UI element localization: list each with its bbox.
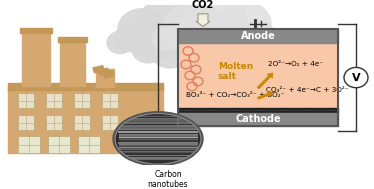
Text: Anode: Anode	[240, 31, 275, 41]
Text: Molten
salt: Molten salt	[218, 62, 253, 81]
Ellipse shape	[113, 112, 203, 166]
Bar	[46, 115, 62, 130]
Ellipse shape	[115, 113, 201, 164]
Circle shape	[132, 36, 164, 63]
Bar	[48, 136, 70, 153]
Bar	[98, 68, 109, 75]
Circle shape	[219, 2, 271, 46]
Bar	[18, 136, 40, 153]
Bar	[22, 31, 50, 86]
Bar	[74, 93, 90, 108]
Bar	[102, 93, 118, 108]
Circle shape	[163, 22, 207, 59]
Circle shape	[118, 9, 166, 49]
Circle shape	[152, 28, 178, 50]
Text: 2O²⁻→O₂ + 4e⁻: 2O²⁻→O₂ + 4e⁻	[268, 61, 323, 67]
Circle shape	[183, 22, 223, 56]
Bar	[58, 37, 87, 42]
Bar	[78, 136, 100, 153]
Circle shape	[138, 0, 202, 51]
Circle shape	[160, 20, 194, 48]
FancyArrow shape	[257, 91, 273, 99]
Bar	[20, 28, 52, 33]
Bar	[18, 115, 34, 130]
Text: BO₃³⁻ + CO₂→CO₃²⁻ + BO₂⁻: BO₃³⁻ + CO₂→CO₃²⁻ + BO₂⁻	[186, 92, 285, 98]
Bar	[178, 108, 338, 113]
Bar	[8, 83, 163, 90]
Text: CO2: CO2	[192, 0, 214, 10]
Bar	[178, 29, 338, 126]
Circle shape	[183, 0, 247, 48]
Circle shape	[239, 21, 275, 51]
Bar	[103, 71, 114, 78]
Text: V: V	[352, 73, 360, 83]
Circle shape	[344, 67, 368, 88]
Bar	[46, 93, 62, 108]
Bar	[178, 29, 338, 43]
Circle shape	[177, 32, 209, 59]
Circle shape	[194, 24, 230, 54]
Circle shape	[195, 31, 235, 64]
Circle shape	[163, 5, 211, 46]
Circle shape	[251, 32, 279, 56]
Circle shape	[107, 32, 133, 53]
Circle shape	[206, 36, 234, 59]
FancyArrow shape	[257, 73, 273, 89]
Circle shape	[150, 34, 190, 68]
Bar	[74, 115, 90, 130]
Circle shape	[220, 33, 254, 62]
Bar	[178, 113, 338, 126]
Circle shape	[174, 5, 226, 49]
Bar	[102, 115, 118, 130]
Bar	[8, 86, 163, 153]
Bar	[93, 66, 104, 73]
Circle shape	[208, 19, 252, 56]
Bar	[178, 43, 338, 113]
Circle shape	[138, 26, 178, 59]
Text: CO₃²⁻ + 4e⁻→C + 3O²⁻: CO₃²⁻ + 4e⁻→C + 3O²⁻	[266, 87, 349, 93]
Text: Carbon
nanotubes: Carbon nanotubes	[148, 170, 188, 189]
Circle shape	[115, 23, 149, 52]
Text: Cathode: Cathode	[235, 114, 281, 124]
Bar	[130, 136, 152, 153]
Bar	[18, 93, 34, 108]
Bar	[96, 69, 114, 87]
FancyArrow shape	[196, 14, 210, 26]
Circle shape	[175, 37, 209, 65]
Bar	[60, 39, 85, 86]
